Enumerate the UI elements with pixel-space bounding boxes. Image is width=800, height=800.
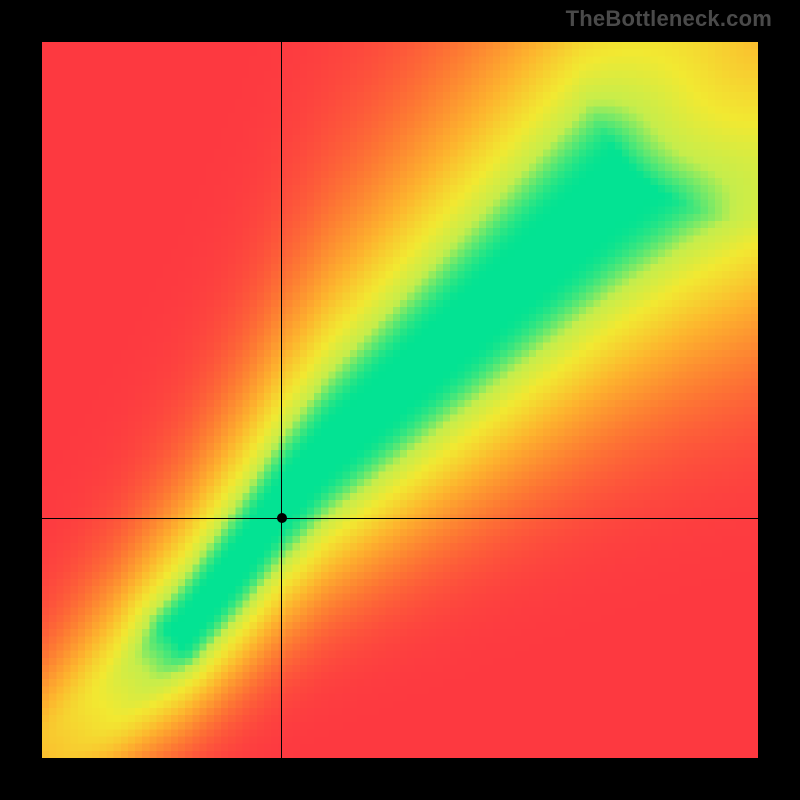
crosshair-marker — [277, 513, 287, 523]
plot-area — [42, 42, 758, 758]
heatmap-canvas — [42, 42, 758, 758]
crosshair-horizontal — [42, 518, 758, 519]
chart-container: TheBottleneck.com — [0, 0, 800, 800]
watermark-text: TheBottleneck.com — [566, 6, 772, 32]
crosshair-vertical — [281, 42, 282, 758]
